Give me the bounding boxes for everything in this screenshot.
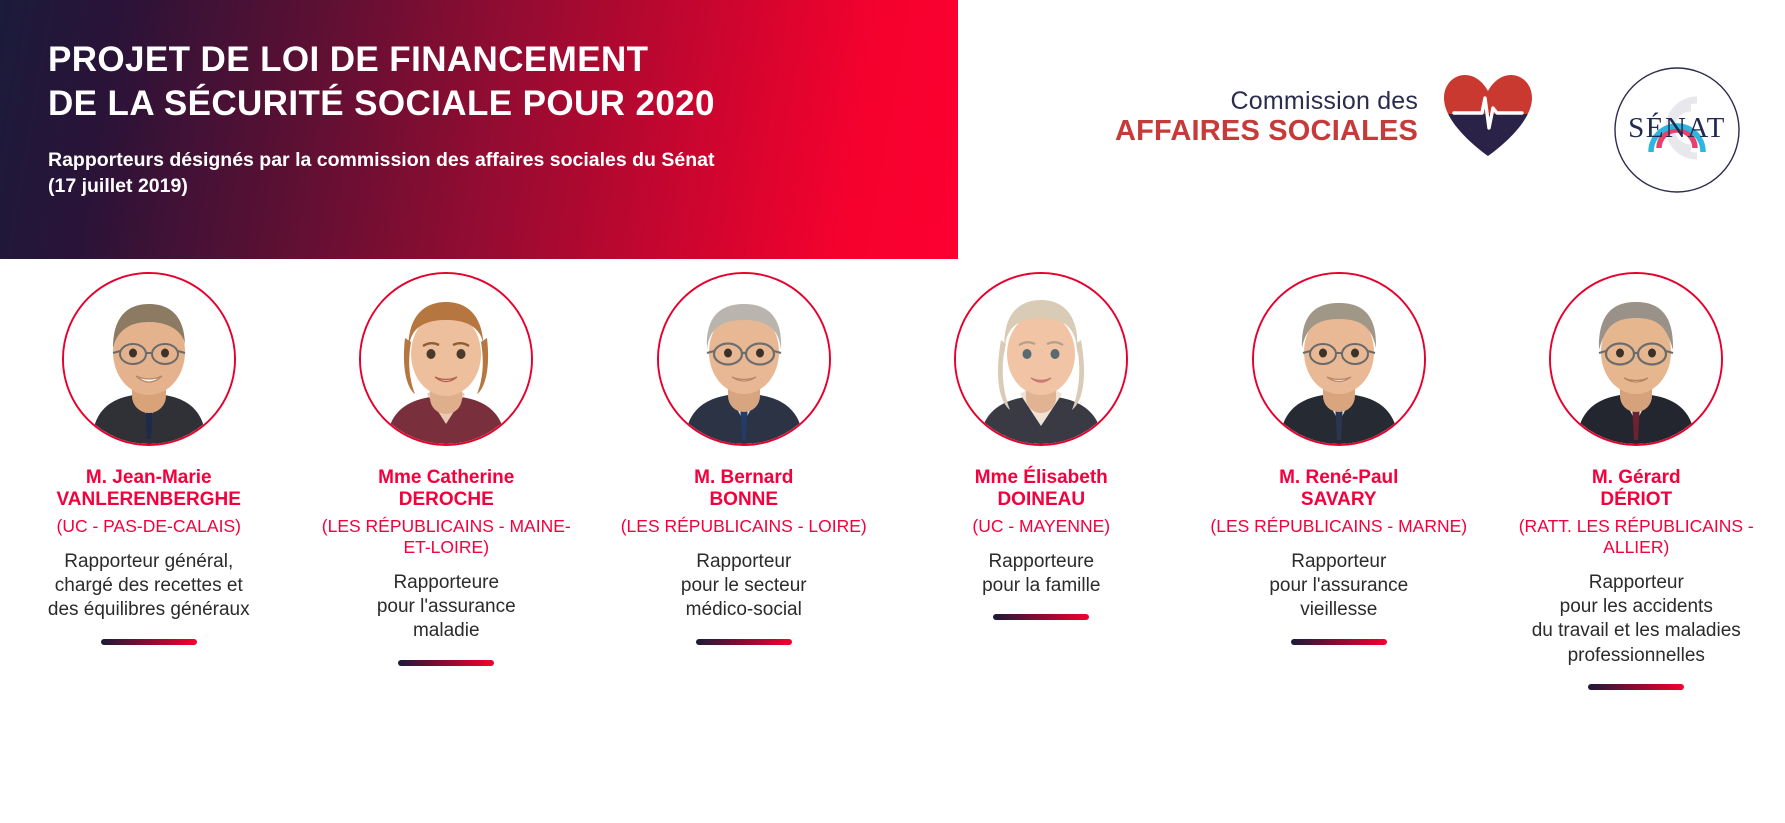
accent-underline — [993, 614, 1090, 621]
person-role-line: des équilibres généraux — [47, 599, 250, 621]
person-surname: DÉRIOT — [1600, 489, 1673, 511]
rapporteur-info: M. Gérard DÉRIOT (RATT. LES RÉPUBLICAINS… — [1502, 467, 1772, 691]
person-group: (LES RÉPUBLICAINS - MAINE-ET-LOIRE) — [321, 515, 571, 557]
commission-label-bottom: AFFAIRES SOCIALES — [1115, 115, 1419, 148]
page-title-line-1: PROJET DE LOI DE FINANCEMENT — [48, 40, 649, 79]
person-role: Rapporteure pour l'assurance maladie — [312, 571, 582, 644]
person-role-line: Rapporteur — [1588, 571, 1684, 593]
person-first-name: Mme Élisabeth — [974, 467, 1108, 488]
person-role-line: pour l'assurance — [376, 596, 516, 618]
portrait-deriot — [1549, 272, 1724, 446]
accent-underline — [398, 659, 495, 666]
accent-underline — [1290, 638, 1387, 645]
person-surname: SAVARY — [1300, 489, 1377, 511]
person-role-line: du travail et les maladies — [1531, 620, 1741, 642]
person-role: Rapporteur général, chargé des recettes … — [14, 550, 284, 623]
person-role-line: vieillesse — [1300, 599, 1378, 621]
rapporteur-info: Mme Élisabeth DOINEAU (UC - MAYENNE) Rap… — [907, 467, 1177, 621]
banner-subtitle-line-2: (17 juillet 2019) — [48, 175, 188, 198]
portrait-savary — [1251, 272, 1426, 446]
rapporteur-info: M. Jean-Marie VANLERENBERGHE (UC - PAS-D… — [14, 467, 284, 645]
person-name: Mme Élisabeth DOINEAU — [907, 467, 1177, 512]
person-role-line: pour la famille — [982, 575, 1101, 597]
header-banner: PROJET DE LOI DE FINANCEMENT DE LA SÉCUR… — [0, 0, 958, 259]
person-role-line: Rapporteure — [988, 550, 1095, 572]
rapporteur-card[interactable]: M. Gérard DÉRIOT (RATT. LES RÉPUBLICAINS… — [1488, 272, 1785, 691]
person-name: M. Gérard DÉRIOT — [1502, 467, 1772, 512]
accent-underline — [695, 638, 792, 645]
portrait-vanlerenberghe — [61, 272, 236, 446]
person-name: M. René-Paul SAVARY — [1204, 467, 1474, 512]
person-role-line: pour le secteur — [680, 575, 807, 597]
person-role-line: pour l'assurance — [1269, 575, 1409, 597]
person-surname: DOINEAU — [997, 489, 1086, 511]
person-group: (LES RÉPUBLICAINS - LOIRE) — [620, 515, 867, 536]
person-surname: DEROCHE — [398, 489, 494, 511]
person-role-line: Rapporteur général, — [64, 550, 234, 572]
person-group: (UC - MAYENNE) — [972, 515, 1111, 536]
rapporteur-info: M. Bernard BONNE (LES RÉPUBLICAINS - LOI… — [609, 467, 879, 645]
person-surname: BONNE — [709, 489, 779, 511]
portrait-doineau — [954, 272, 1129, 446]
senat-seal-label: SÉNAT — [1628, 111, 1726, 144]
rapporteur-info: M. René-Paul SAVARY (LES RÉPUBLICAINS - … — [1204, 467, 1474, 645]
person-role-line: Rapporteur — [696, 550, 792, 572]
person-first-name: M. René-Paul — [1279, 467, 1399, 488]
person-role-line: pour les accidents — [1559, 596, 1713, 618]
page-title-line-2: DE LA SÉCURITÉ SOCIALE POUR 2020 — [48, 84, 715, 124]
person-first-name: M. Gérard — [1591, 467, 1681, 488]
commission-wordmark: Commission des AFFAIRES SOCIALES — [1115, 87, 1418, 147]
commission-label-top: Commission des — [1230, 87, 1419, 116]
rapporteur-card[interactable]: M. Jean-Marie VANLERENBERGHE (UC - PAS-D… — [0, 272, 298, 690]
person-surname: VANLERENBERGHE — [56, 489, 241, 511]
person-name: M. Jean-Marie VANLERENBERGHE — [14, 467, 284, 512]
person-name: M. Bernard BONNE — [609, 467, 879, 512]
person-first-name: M. Jean-Marie — [85, 467, 212, 488]
heart-pulse-icon — [1440, 72, 1536, 163]
person-first-name: M. Bernard — [694, 467, 794, 488]
person-role-line: Rapporteur — [1291, 550, 1387, 572]
person-role: Rapporteur pour l'assurance vieillesse — [1204, 550, 1474, 623]
banner-text-block: PROJET DE LOI DE FINANCEMENT DE LA SÉCUR… — [48, 38, 938, 200]
person-name: Mme Catherine DEROCHE — [312, 467, 582, 512]
person-role-line: maladie — [412, 620, 480, 642]
person-role: Rapporteur pour les accidents du travail… — [1502, 571, 1772, 668]
rapporteur-card[interactable]: Mme Élisabeth DOINEAU (UC - MAYENNE) Rap… — [893, 272, 1191, 690]
rapporteur-card[interactable]: Mme Catherine DEROCHE (LES RÉPUBLICAINS … — [298, 272, 596, 690]
person-group: (LES RÉPUBLICAINS - MARNE) — [1210, 515, 1468, 536]
person-group: (RATT. LES RÉPUBLICAINS - ALLIER) — [1518, 515, 1754, 557]
senat-seal-icon: SÉNAT — [1613, 66, 1741, 194]
person-role: Rapporteur pour le secteur médico-social — [609, 550, 879, 623]
person-role-line: chargé des recettes et — [54, 575, 243, 597]
person-role-line: médico-social — [685, 599, 802, 621]
portrait-bonne — [656, 272, 831, 446]
person-group: (UC - PAS-DE-CALAIS) — [56, 515, 241, 536]
rapporteurs-row: M. Jean-Marie VANLERENBERGHE (UC - PAS-D… — [0, 272, 1785, 691]
person-role-line: Rapporteure — [393, 571, 500, 593]
person-role: Rapporteure pour la famille — [907, 550, 1177, 599]
person-role-line: professionnelles — [1567, 644, 1705, 666]
accent-underline — [100, 638, 197, 645]
rapporteur-card[interactable]: M. Bernard BONNE (LES RÉPUBLICAINS - LOI… — [595, 272, 893, 690]
rapporteur-card[interactable]: M. René-Paul SAVARY (LES RÉPUBLICAINS - … — [1190, 272, 1488, 690]
portrait-deroche — [359, 272, 534, 446]
banner-subtitle-line-1: Rapporteurs désignés par la commission d… — [48, 149, 715, 172]
banner-subtitle: Rapporteurs désignés par la commission d… — [48, 148, 938, 200]
rapporteur-info: Mme Catherine DEROCHE (LES RÉPUBLICAINS … — [312, 467, 582, 666]
accent-underline — [1588, 684, 1685, 691]
person-first-name: Mme Catherine — [378, 467, 515, 488]
commission-logo: Commission des AFFAIRES SOCIALES — [1115, 72, 1536, 163]
